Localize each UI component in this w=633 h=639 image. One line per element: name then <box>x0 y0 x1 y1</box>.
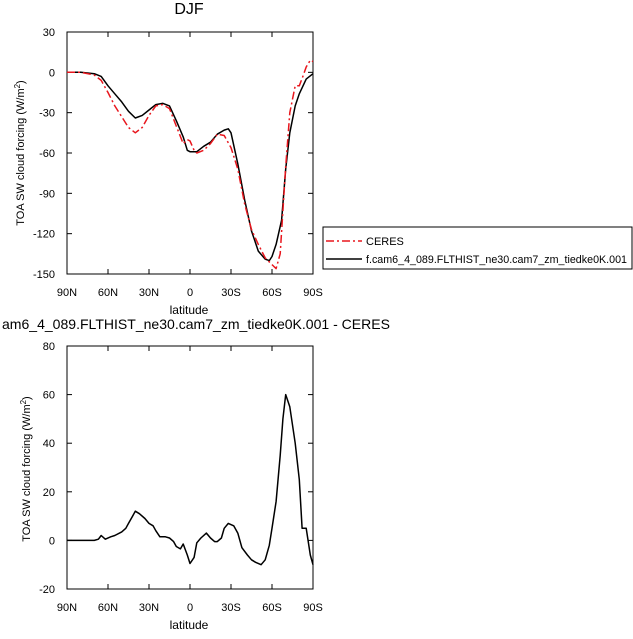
legend: CERES f.cam6_4_089.FLTHIST_ne30.cam7_zm_… <box>322 226 633 270</box>
bottom-x-tick-label: 30N <box>139 602 159 614</box>
bottom-y-tick-label: 80 <box>43 341 55 353</box>
top-x-tick-label: 90S <box>303 287 323 299</box>
bottom-y-axis-label: TOA SW cloud forcing (W/m2) <box>19 396 33 541</box>
top-y-tick-label: -30 <box>39 108 55 120</box>
top-x-axis-label: latitude <box>170 303 209 317</box>
top-y-tick-label: -120 <box>33 229 55 241</box>
top-y-axis: 30 0 -30 -60 -90 -120 -150 <box>33 27 313 281</box>
top-x-tick-label: 30S <box>221 287 241 299</box>
top-plot-frame <box>66 31 314 275</box>
top-y-tick-label: 30 <box>43 27 55 39</box>
bottom-x-tick-label: 60S <box>262 602 282 614</box>
top-panel: DJF 30 0 -30 -60 -90 -120 -150 90N 60N 30N 0 30S 60… <box>13 1 323 317</box>
bottom-panel-title: am6_4_089.FLTHIST_ne30.cam7_zm_tiedke0K.… <box>2 316 390 332</box>
bottom-plot-border <box>66 345 314 590</box>
bottom-x-axis-label: latitude <box>170 618 209 632</box>
top-panel-title: DJF <box>174 1 204 18</box>
top-y-tick-label: -90 <box>39 188 55 200</box>
bottom-series-lines <box>67 393 314 566</box>
bottom-y-axis: 80 60 40 20 0 -20 <box>39 341 313 596</box>
bottom-x-tick-label: 60N <box>98 602 118 614</box>
bottom-x-tick-label: 30S <box>221 602 241 614</box>
top-y-axis-label: TOA SW cloud forcing (W/m2) <box>13 80 27 225</box>
legend-ceres-label: CERES <box>366 236 404 248</box>
bottom-x-tick-label: 90N <box>57 602 77 614</box>
top-x-tick-label: 90N <box>57 287 77 299</box>
bottom-x-tick-label: 0 <box>187 602 193 614</box>
top-series-lines <box>67 59 314 270</box>
top-x-axis: 90N 60N 30N 0 30S 60S 90S <box>57 32 323 299</box>
bottom-series-difference <box>67 393 314 566</box>
bottom-x-tick-label: 90S <box>303 602 323 614</box>
bottom-y-tick-label: 40 <box>43 438 55 450</box>
legend-model-label: f.cam6_4_089.FLTHIST_ne30.cam7_zm_tiedke… <box>366 254 627 266</box>
bottom-y-tick-label: 0 <box>49 535 55 547</box>
top-x-tick-label: 30N <box>139 287 159 299</box>
bottom-panel: am6_4_089.FLTHIST_ne30.cam7_zm_tiedke0K.… <box>2 316 390 632</box>
legend-box <box>322 226 633 270</box>
bottom-x-axis: 90N 60N 30N 0 30S 60S 90S <box>57 346 323 614</box>
top-y-tick-label: -150 <box>33 269 55 281</box>
top-x-tick-label: 0 <box>187 287 193 299</box>
top-x-tick-label: 60N <box>98 287 118 299</box>
top-y-tick-label: -60 <box>39 148 55 160</box>
top-y-tick-label: 0 <box>49 67 55 79</box>
top-series-model <box>67 71 314 262</box>
top-x-tick-label: 60S <box>262 287 282 299</box>
top-plot-border <box>66 31 314 275</box>
bottom-y-tick-label: 20 <box>43 487 55 499</box>
bottom-y-tick-label: 60 <box>43 390 55 402</box>
top-series-ceres <box>67 59 314 270</box>
bottom-y-tick-label: -20 <box>39 584 55 596</box>
